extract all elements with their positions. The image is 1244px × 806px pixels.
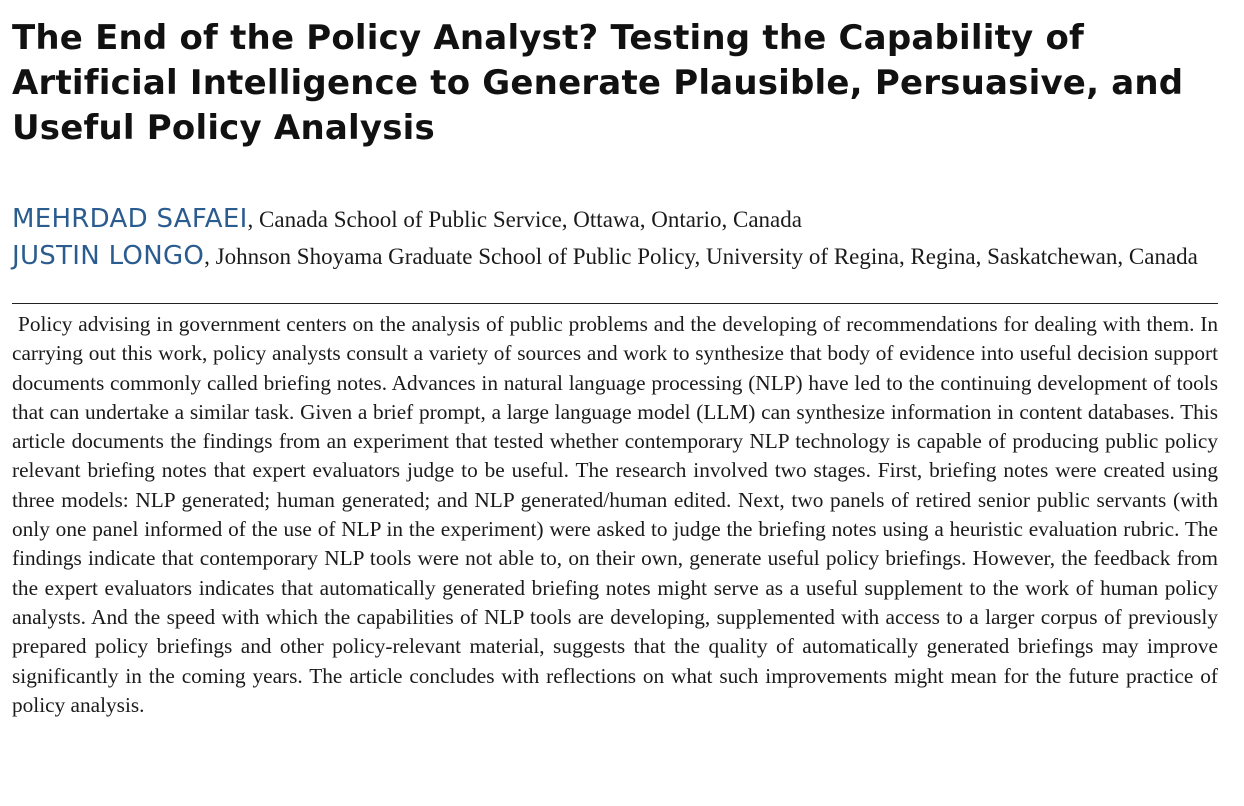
- abstract-text: Policy advising in government centers on…: [12, 312, 1218, 717]
- author-name: MEHRDAD SAFAEI: [12, 204, 248, 234]
- author-affiliation: , Johnson Shoyama Graduate School of Pub…: [204, 244, 1198, 269]
- author-affiliation: , Canada School of Public Service, Ottaw…: [247, 207, 802, 232]
- paper-title: The End of the Policy Analyst? Testing t…: [12, 18, 1184, 148]
- author-block: MEHRDAD SAFAEI, Canada School of Public …: [12, 201, 1218, 275]
- author-name: JUSTIN LONGO: [12, 241, 205, 271]
- divider-rule: [12, 303, 1218, 304]
- paper-page: The End of the Policy Analyst? Testing t…: [12, 0, 1218, 741]
- author-entry: MEHRDAD SAFAEI, Canada School of Public …: [12, 201, 1218, 238]
- author-entry: JUSTIN LONGO, Johnson Shoyama Graduate S…: [12, 238, 1218, 275]
